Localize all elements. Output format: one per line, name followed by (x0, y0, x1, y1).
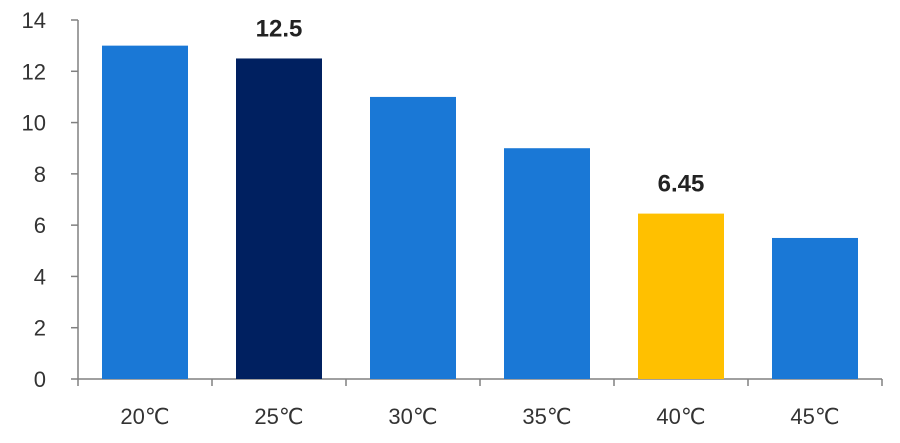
y-tick-label: 0 (34, 367, 46, 392)
bar (370, 96, 456, 379)
y-tick-label: 10 (22, 111, 46, 136)
x-tick-label: 20℃ (120, 404, 169, 429)
y-tick-label: 4 (34, 264, 46, 289)
bar (638, 213, 724, 379)
x-tick-label: 30℃ (388, 404, 437, 429)
y-tick-label: 2 (34, 316, 46, 341)
y-tick-label: 6 (34, 213, 46, 238)
data-label: 6.45 (658, 171, 705, 198)
y-tick-label: 12 (22, 59, 46, 84)
y-axis: 0 2 4 6 8 10 12 14 (22, 8, 79, 392)
y-tick-label: 14 (22, 8, 46, 33)
bar (504, 148, 590, 379)
bar (236, 58, 322, 379)
bars (102, 45, 858, 380)
bar (102, 45, 188, 380)
x-tick-label: 40℃ (656, 404, 705, 429)
y-tick-label: 8 (34, 162, 46, 187)
x-tick-label: 45℃ (790, 404, 839, 429)
data-label: 12.5 (256, 15, 303, 42)
x-tick-label: 25℃ (254, 404, 303, 429)
x-tick-label: 35℃ (522, 404, 571, 429)
data-labels: 12.5 6.45 (256, 15, 705, 197)
bar (772, 237, 858, 379)
x-axis: 20℃ 25℃ 30℃ 35℃ 40℃ 45℃ (77, 378, 883, 429)
